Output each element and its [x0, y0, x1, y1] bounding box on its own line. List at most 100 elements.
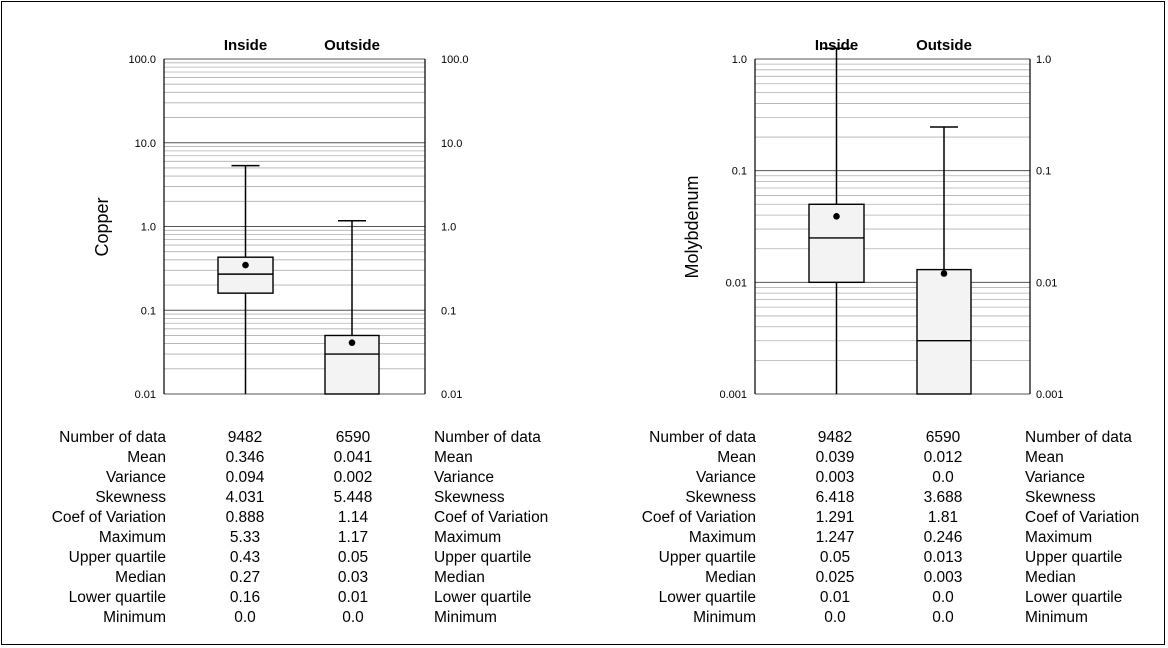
stat-value: 6590: [925, 429, 961, 446]
mean-point: [242, 261, 249, 269]
category-label: Outside: [916, 37, 972, 54]
stat-value: 0.0: [932, 469, 954, 486]
stats-right-labels-right: Number of data Mean Variance Skewness Co…: [1025, 428, 1165, 628]
y-tick-label-right: 0.1: [1036, 166, 1051, 178]
mean-point: [833, 213, 840, 220]
stats-right-outside: 6590 0.012 0.0 3.688 1.81 0.246 0.013 0.…: [898, 428, 988, 628]
y-tick-label-right: 0.1: [441, 305, 456, 317]
stat-value: 9482: [227, 429, 263, 446]
stat-label: Minimum: [693, 609, 756, 626]
y-tick-label-right: 0.01: [1036, 277, 1057, 289]
stat-label: Number of data: [1025, 429, 1132, 446]
y-axis-label: Molybdenum: [682, 175, 702, 278]
category-label: Outside: [324, 37, 380, 54]
stat-value: 6.418: [815, 489, 855, 506]
y-tick-label-right: 1.0: [1036, 54, 1051, 66]
y-tick-label-left: 1.0: [141, 222, 156, 234]
stat-value: 0.039: [815, 449, 855, 466]
stat-label: Variance: [695, 469, 756, 486]
stat-value: 0.16: [229, 589, 261, 606]
stat-value: 0.094: [225, 469, 265, 486]
stat-label: Coef of Variation: [51, 509, 166, 526]
stat-value: 0.0: [932, 609, 954, 626]
stat-value: 1.291: [815, 509, 855, 526]
stat-value: 1.247: [815, 529, 855, 546]
y-tick-label-right: 0.001: [1036, 389, 1064, 401]
stat-value: 0.025: [815, 569, 855, 586]
stat-label: Lower quartile: [68, 589, 166, 606]
mean-point: [940, 270, 948, 277]
stat-label: Variance: [434, 469, 495, 486]
stat-value: 3.688: [923, 489, 963, 506]
stat-label: Maximum: [434, 529, 502, 546]
stat-label: Upper quartile: [434, 549, 532, 566]
stat-value: 0.03: [337, 569, 369, 586]
stat-label: Minimum: [434, 609, 497, 626]
stats-left-labels-right: Number of data Mean Variance Skewness Co…: [434, 428, 584, 628]
stat-label: Coef of Variation: [641, 509, 756, 526]
stats-right-inside: 9482 0.039 0.003 6.418 1.291 1.247 0.05 …: [790, 428, 880, 628]
stat-label: Skewness: [95, 489, 166, 506]
stat-value: 1.81: [927, 509, 959, 526]
stat-value: 0.346: [225, 449, 265, 466]
stat-value: 0.888: [225, 509, 265, 526]
stat-value: 0.0: [824, 609, 846, 626]
y-tick-label-right: 10.0: [441, 138, 462, 150]
category-label: Inside: [815, 37, 858, 54]
stats-left-outside: 6590 0.041 0.002 5.448 1.14 1.17 0.05 0.…: [308, 428, 398, 628]
mean-point: [348, 339, 356, 346]
stat-label: Upper quartile: [1025, 549, 1123, 566]
stat-value: 1.17: [337, 529, 369, 546]
stat-value: 0.01: [337, 589, 369, 606]
stat-value: 5.448: [333, 489, 373, 506]
y-tick-label-left: 0.1: [732, 166, 747, 178]
stat-value: 0.013: [923, 549, 963, 566]
iqr-box: [916, 268, 972, 395]
stat-label: Mean: [717, 449, 756, 466]
stat-label: Maximum: [98, 529, 166, 546]
stat-label: Median: [1025, 569, 1076, 586]
stat-value: 0.012: [923, 449, 963, 466]
stat-value: 0.0: [342, 609, 364, 626]
stat-label: Median: [434, 569, 485, 586]
stat-value: 0.041: [333, 449, 373, 466]
stat-value: 9482: [817, 429, 853, 446]
stat-label: Number of data: [59, 429, 166, 446]
stat-label: Number of data: [434, 429, 541, 446]
stat-value: 0.002: [333, 469, 373, 486]
stat-label: Skewness: [1025, 489, 1096, 506]
stat-value: 0.01: [819, 589, 851, 606]
stats-left-labels: Number of data Mean Variance Skewness Co…: [8, 428, 166, 628]
stat-label: Median: [705, 569, 756, 586]
stat-value: 0.0: [234, 609, 256, 626]
y-tick-label-left: 0.1: [141, 305, 156, 317]
y-tick-label-left: 10.0: [135, 138, 156, 150]
stat-label: Variance: [1025, 469, 1086, 486]
stat-label: Upper quartile: [658, 549, 756, 566]
stat-value: 0.0: [932, 589, 954, 606]
stat-label: Mean: [434, 449, 473, 466]
stat-label: Minimum: [1025, 609, 1088, 626]
stat-value: 0.27: [229, 569, 261, 586]
stat-label: Minimum: [103, 609, 166, 626]
y-tick-label-right: 0.01: [441, 389, 462, 401]
stat-value: 1.14: [337, 509, 369, 526]
stat-value: 0.43: [229, 549, 261, 566]
y-axis-label: Copper: [92, 197, 112, 256]
y-tick-label-left: 1.0: [732, 54, 747, 66]
stat-label: Maximum: [1025, 529, 1093, 546]
stat-label: Mean: [127, 449, 166, 466]
stat-label: Number of data: [649, 429, 756, 446]
stats-right-labels: Number of data Mean Variance Skewness Co…: [598, 428, 756, 628]
y-tick-label-right: 1.0: [441, 222, 456, 234]
stat-value: 0.246: [923, 529, 963, 546]
stat-label: Skewness: [685, 489, 756, 506]
stat-label: Lower quartile: [1025, 589, 1123, 606]
stat-label: Mean: [1025, 449, 1064, 466]
stat-label: Lower quartile: [434, 589, 532, 606]
stat-label: Variance: [105, 469, 166, 486]
y-tick-label-right: 100.0: [441, 54, 469, 66]
stat-value: 0.003: [923, 569, 963, 586]
